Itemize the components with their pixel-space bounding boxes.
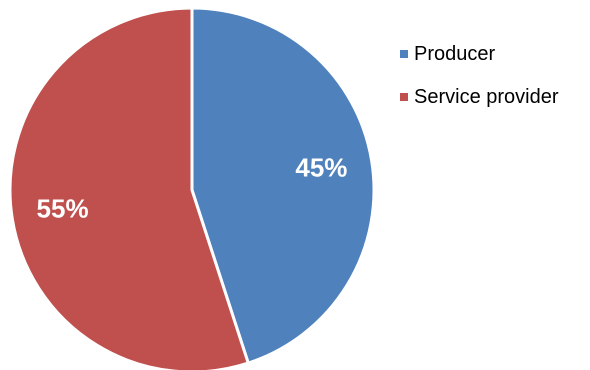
chart-legend: Producer Service provider — [400, 43, 559, 129]
data-label-producer: 45% — [295, 152, 347, 182]
pie-slices — [8, 6, 376, 370]
data-label-service-provider: 55% — [37, 193, 89, 223]
pie-slice-service-provider — [8, 6, 251, 370]
legend-label-service-provider: Service provider — [414, 85, 559, 108]
pie-data-labels: 45% 55% — [37, 152, 348, 223]
legend-swatch-producer — [400, 50, 408, 58]
pie-slice-producer — [190, 6, 376, 365]
legend-item-producer: Producer — [400, 43, 559, 65]
legend-item-service-provider: Service provider — [400, 86, 559, 108]
legend-swatch-service-provider — [400, 93, 408, 101]
pie-chart: 45% 55% — [8, 6, 376, 370]
legend-label-producer: Producer — [414, 42, 496, 65]
